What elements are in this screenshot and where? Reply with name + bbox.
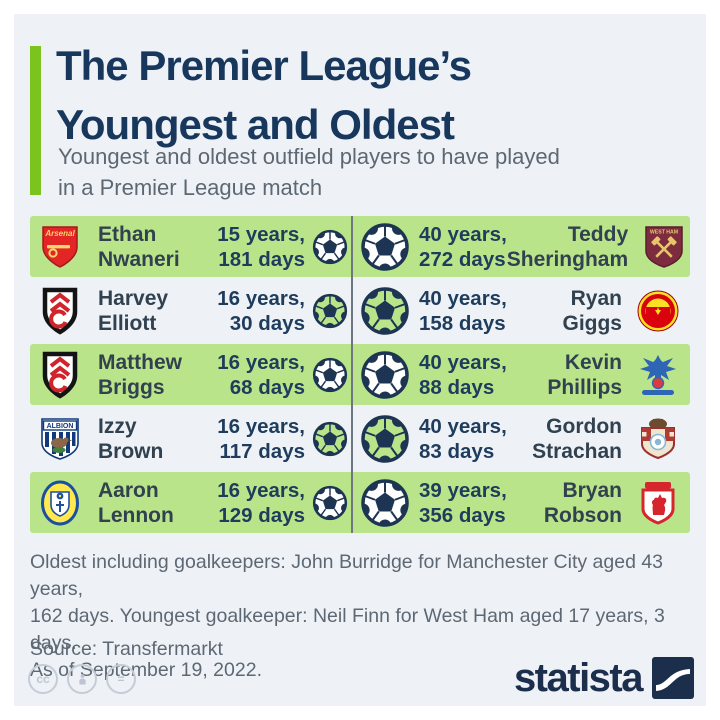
statista-logo-icon (652, 657, 694, 699)
young-player-cell: Aaron Lennon 16 years, 129 days (30, 472, 352, 533)
young-player-name: Izzy Brown (98, 414, 164, 463)
page-title: The Premier League’s Youngest and Oldest (56, 42, 472, 148)
statista-logo: statista (514, 656, 694, 700)
old-player-cell: 39 years, 356 days Bryan Robson (352, 472, 690, 533)
svg-text:Arsenal: Arsenal (44, 229, 75, 238)
young-player-age: 16 years, 68 days (217, 350, 305, 399)
west-brom-badge: ALBION (36, 415, 84, 463)
football-icon (312, 357, 348, 393)
old-player-name: Gordon Strachan (532, 414, 622, 463)
old-player-cell: 40 years, 272 days Teddy Sheringham WEST H… (352, 216, 690, 277)
young-player-name: Aaron Lennon (98, 478, 174, 527)
young-player-cell: ALBION Izzy Brown 16 years, 117 days (30, 408, 352, 469)
old-player-age: 40 years, 272 days (419, 222, 507, 271)
old-player-age: 40 years, 83 days (419, 414, 507, 463)
table-row: Harvey Elliott 16 years, 30 days 40 years,… (30, 280, 690, 341)
statista-wordmark: statista (513, 656, 644, 700)
svg-text:ALBION: ALBION (47, 423, 74, 430)
young-player-cell: Arsenal Ethan Nwaneri 15 years, 181 days (30, 216, 352, 277)
old-player-name: Ryan Giggs (562, 286, 622, 335)
young-player-age: 15 years, 181 days (217, 222, 305, 271)
svg-text:WEST HAM: WEST HAM (650, 229, 678, 235)
old-player-age: 40 years, 158 days (419, 286, 507, 335)
page-subtitle: Youngest and oldest outfield players to … (58, 144, 560, 200)
football-icon (312, 229, 348, 265)
old-player-cell: 40 years, 88 days Kevin Phillips (352, 344, 690, 405)
license-icons: cc = (28, 664, 136, 694)
middlesbrough-badge (634, 479, 682, 527)
west-ham-badge: WEST HAM (640, 223, 688, 271)
old-player-name: Teddy Sheringham (506, 222, 629, 271)
football-icon (312, 293, 348, 329)
column-divider (351, 216, 353, 533)
title-accent-bar (30, 46, 41, 195)
source-label: Source: Transfermarkt (30, 638, 223, 660)
football-icon (360, 222, 410, 272)
table-row: Matthew Briggs 16 years, 68 days 40 years,… (30, 344, 690, 405)
young-player-cell: Matthew Briggs 16 years, 68 days (30, 344, 352, 405)
old-player-age: 40 years, 88 days (419, 350, 507, 399)
fulham-badge (36, 351, 84, 399)
manchester-united-badge (634, 287, 682, 335)
old-player-cell: 40 years, 158 days Ryan Giggs (352, 280, 690, 341)
football-icon (312, 421, 348, 457)
old-player-cell: 40 years, 83 days Gordon Strachan (352, 408, 690, 469)
old-player-age: 39 years, 356 days (419, 478, 507, 527)
cc-icon: cc (28, 664, 58, 694)
young-player-age: 16 years, 30 days (217, 286, 305, 335)
footnote: Oldest including goalkeepers: John Burri… (30, 551, 665, 681)
young-player-cell: Harvey Elliott 16 years, 30 days (30, 280, 352, 341)
equals-icon: = (106, 664, 136, 694)
fulham-badge (36, 287, 84, 335)
players-table: Arsenal Ethan Nwaneri 15 years, 181 days 4… (30, 216, 690, 536)
coventry-city-badge (634, 415, 682, 463)
leeds-united-badge (36, 479, 84, 527)
young-player-age: 16 years, 117 days (217, 414, 305, 463)
old-player-name: Kevin Phillips (547, 350, 622, 399)
young-player-name: Matthew Briggs (98, 350, 182, 399)
football-icon (360, 350, 410, 400)
football-icon (360, 478, 410, 528)
old-player-name: Bryan Robson (543, 478, 622, 527)
young-player-age: 16 years, 129 days (217, 478, 305, 527)
arsenal-badge: Arsenal (36, 223, 84, 271)
table-row: Arsenal Ethan Nwaneri 15 years, 181 days 4… (30, 216, 690, 277)
young-player-name: Harvey Elliott (98, 286, 169, 335)
table-row: Aaron Lennon 16 years, 129 days 39 years, 3… (30, 472, 690, 533)
crystal-palace-badge (634, 351, 682, 399)
football-icon (360, 414, 410, 464)
football-icon (360, 286, 410, 336)
table-row: ALBION Izzy Brown 16 years, 117 days 40 ye… (30, 408, 690, 469)
football-icon (312, 485, 348, 521)
attribution-icon (67, 664, 97, 694)
young-player-name: Ethan Nwaneri (98, 222, 180, 271)
